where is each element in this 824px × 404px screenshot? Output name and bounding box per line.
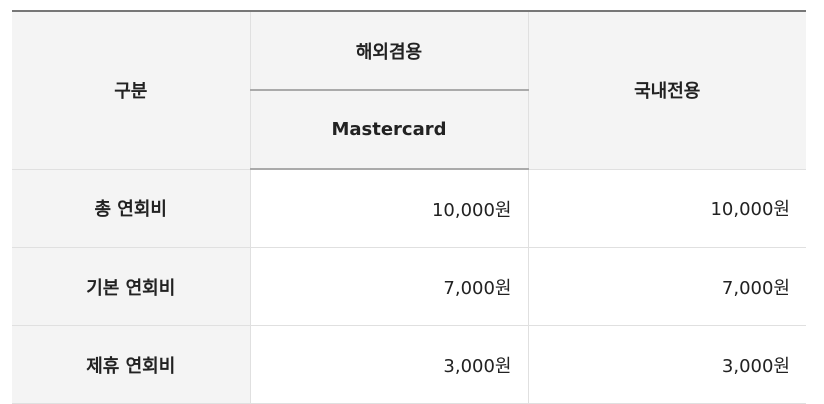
row-label: 기본 연회비 <box>12 247 251 326</box>
row-label: 제휴 연회비 <box>12 325 251 404</box>
header-overseas: 해외겸용 <box>249 10 529 91</box>
domestic-fee: 7,000원 <box>527 247 806 326</box>
header-domestic: 국내전용 <box>527 10 806 170</box>
table-row: 기본 연회비 7,000원 7,000원 <box>12 247 806 326</box>
domestic-fee: 3,000원 <box>527 325 806 404</box>
table-row: 제휴 연회비 3,000원 3,000원 <box>12 325 806 404</box>
table-row: 총 연회비 10,000원 10,000원 <box>12 168 806 248</box>
overseas-fee: 7,000원 <box>249 247 529 326</box>
overseas-fee: 3,000원 <box>249 325 529 404</box>
domestic-fee: 10,000원 <box>527 168 806 248</box>
overseas-fee: 10,000원 <box>249 168 529 248</box>
header-category: 구분 <box>12 10 251 170</box>
row-label: 총 연회비 <box>12 168 251 248</box>
annual-fee-table: 구분 해외겸용 국내전용 Mastercard 총 연회비 10,000원 10… <box>12 10 806 404</box>
header-brand: Mastercard <box>250 89 528 170</box>
